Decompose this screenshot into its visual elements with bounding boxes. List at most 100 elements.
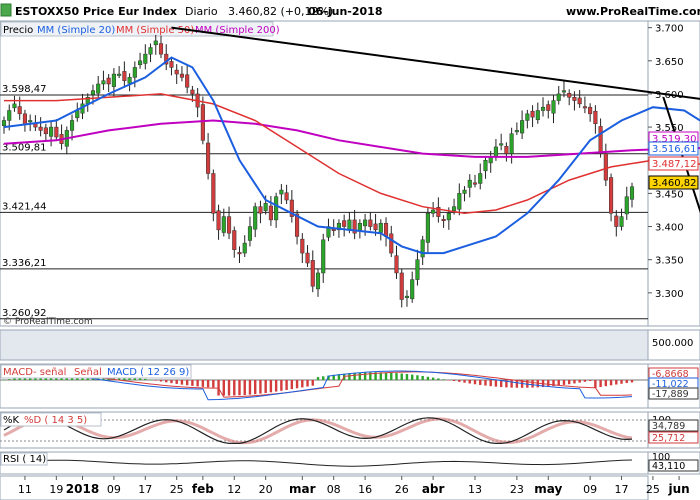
rsi-panel (0, 451, 649, 475)
x-tick-label: abr (422, 482, 445, 496)
stoch-value-box (648, 431, 699, 444)
candle-body (268, 205, 273, 221)
macd-hist-bar (175, 380, 178, 384)
candle-body (624, 196, 629, 215)
macd-hist-bar (458, 380, 461, 382)
macd-line (4, 370, 633, 401)
candle-body (148, 47, 153, 55)
macd-hist-bar (630, 380, 634, 383)
macd-hist-bar (395, 373, 398, 380)
x-tick-label: 13 (468, 483, 482, 496)
candle-body (540, 106, 546, 111)
macd-hist-bar (594, 380, 597, 388)
candle-body (509, 133, 514, 154)
candle-body (49, 126, 54, 137)
macd-hist-bar (568, 380, 571, 385)
macd-value-label: -6,8668 (652, 369, 689, 380)
macd-hist-bar (515, 380, 519, 388)
candle-body (43, 127, 48, 134)
candle-body (551, 100, 556, 114)
stoch-value-box (648, 419, 699, 432)
macd-hist-bar (8, 379, 11, 380)
candle-body (378, 222, 383, 233)
x-tick-label: mar (289, 482, 316, 496)
macd-hist-bar (337, 374, 341, 380)
value-label: 3.519,30 (652, 134, 697, 145)
legend-ma200: MM (Simple 200) (195, 25, 280, 36)
candle-body (28, 120, 33, 123)
macd-hist-bar (615, 380, 618, 385)
macd-hist-bar (583, 380, 587, 382)
candle-body (200, 104, 205, 141)
candle-body (305, 252, 310, 264)
macd-hist-bar (505, 380, 508, 388)
macd-hist-bar (149, 379, 152, 381)
value-label-box (648, 175, 699, 190)
candle-body (258, 206, 263, 214)
price-tick-label: 3.400 (655, 223, 684, 234)
macd-hist-bar (557, 380, 560, 386)
candle-body (514, 130, 519, 133)
candle-body (127, 77, 132, 84)
macd-hist-bar (416, 375, 419, 380)
ma200-line (3, 119, 700, 158)
timeframe-label: Diario (185, 5, 218, 18)
candle-body (593, 110, 598, 125)
candle-body (206, 142, 211, 174)
value-label-box (648, 156, 699, 171)
macd-hist-bar (552, 380, 555, 387)
macd-hist-bar (280, 380, 283, 391)
candle-body (289, 199, 294, 217)
legend-ma20: MM (Simple 20) (37, 25, 115, 36)
candle-body (336, 222, 341, 231)
candle-body (598, 126, 603, 154)
candle-body (363, 219, 368, 227)
macd-hist-bar (290, 380, 294, 390)
x-tick-label: 09 (583, 483, 597, 496)
macd-hist-bar (2, 380, 6, 381)
price-axis (647, 20, 700, 327)
candle-body (499, 143, 504, 146)
candle-body (101, 80, 106, 85)
candle-body (90, 90, 96, 95)
macd-hist-bar (363, 372, 367, 380)
candle-body (106, 77, 111, 85)
candle-body (315, 272, 321, 290)
volume-panel (0, 329, 649, 361)
candle-body (263, 203, 268, 211)
candle-body (472, 182, 478, 185)
macd-hist-bar (384, 372, 388, 380)
macd-hist-bar (379, 372, 382, 380)
candle-body (111, 73, 116, 87)
candle-body (158, 43, 164, 55)
candle-body (478, 173, 483, 184)
ma20-line (3, 56, 700, 255)
candle-body (629, 186, 635, 200)
x-tick-label: 17 (615, 483, 629, 496)
stoch-value-label: 34,789 (652, 421, 685, 432)
macd-hist-bar (133, 377, 137, 380)
macd-hist-bar (536, 380, 539, 388)
candle-body (525, 113, 530, 121)
candle-body (383, 222, 389, 237)
macd-hist-bar (243, 380, 246, 395)
macd-hist-bar (489, 380, 492, 387)
macd-hist-bar (206, 380, 210, 388)
rsi-legend-box (0, 452, 48, 466)
macd-hist-bar (18, 377, 21, 380)
rsi-tick-label: 100 (652, 452, 670, 463)
candle-body (310, 260, 315, 287)
macd-hist-bar (510, 380, 513, 388)
candle-body (389, 233, 394, 254)
candle-body (274, 196, 279, 221)
x-tick-label: may (534, 482, 562, 496)
macd-hist-bar (437, 378, 440, 380)
candle-body (122, 71, 127, 81)
value-label-box (648, 141, 699, 156)
candle-body (179, 73, 184, 78)
macd-hist-bar (196, 380, 199, 387)
candle-body (284, 192, 289, 201)
level-line-label: 3.421,44 (2, 201, 47, 212)
macd-hist-bar (531, 380, 534, 388)
macd-hist-bar (547, 380, 550, 387)
